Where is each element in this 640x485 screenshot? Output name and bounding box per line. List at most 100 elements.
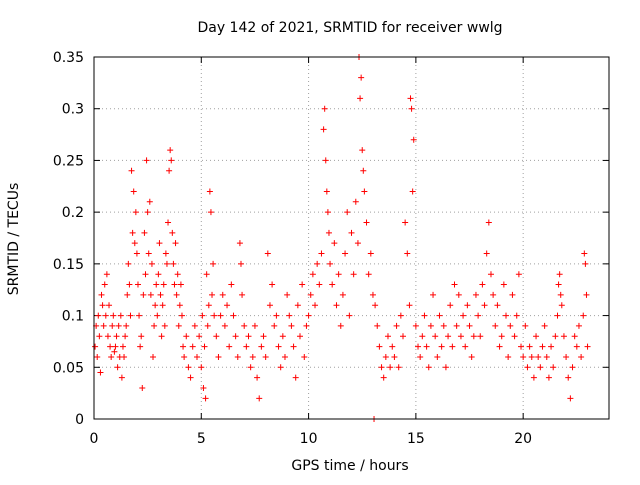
data-point xyxy=(376,343,383,350)
data-point xyxy=(321,105,328,112)
data-point xyxy=(560,333,567,340)
data-point xyxy=(408,105,415,112)
data-point xyxy=(148,260,155,267)
data-point xyxy=(158,333,165,340)
data-point xyxy=(260,333,267,340)
data-point xyxy=(187,374,194,381)
data-point xyxy=(548,343,555,350)
data-point xyxy=(393,322,400,329)
x-tick-label: 0 xyxy=(90,431,99,447)
data-point xyxy=(582,260,589,267)
data-point xyxy=(226,343,233,350)
data-point xyxy=(269,281,276,288)
data-point xyxy=(432,333,439,340)
data-point xyxy=(299,281,306,288)
data-point xyxy=(470,333,477,340)
data-point xyxy=(124,291,131,298)
data-point xyxy=(210,260,217,267)
data-point xyxy=(550,364,557,371)
data-point xyxy=(402,219,409,226)
data-point xyxy=(178,312,185,319)
data-point xyxy=(580,312,587,319)
data-point xyxy=(132,209,139,216)
data-point xyxy=(174,271,181,278)
data-point xyxy=(213,333,220,340)
data-point xyxy=(200,384,207,391)
data-point xyxy=(167,147,174,154)
data-point xyxy=(113,333,120,340)
data-point xyxy=(181,353,188,360)
data-point xyxy=(126,281,133,288)
data-point xyxy=(165,219,172,226)
data-point xyxy=(104,333,111,340)
data-point xyxy=(567,395,574,402)
data-point xyxy=(183,333,190,340)
data-point xyxy=(322,157,329,164)
data-point xyxy=(494,302,501,309)
data-point xyxy=(271,322,278,329)
data-point xyxy=(498,333,505,340)
data-point xyxy=(359,147,366,154)
data-point xyxy=(162,250,169,257)
data-point xyxy=(202,395,209,402)
y-axis-label: SRMTID / TECUs xyxy=(6,183,22,296)
data-point xyxy=(430,291,437,298)
data-point xyxy=(543,353,550,360)
data-point xyxy=(297,333,303,340)
data-point xyxy=(106,302,113,309)
data-point xyxy=(251,322,258,329)
data-point xyxy=(142,271,149,278)
data-point xyxy=(249,353,256,360)
data-point xyxy=(395,364,402,371)
data-point xyxy=(500,281,507,288)
data-point xyxy=(281,353,288,360)
data-point xyxy=(168,157,175,164)
data-point xyxy=(397,312,404,319)
data-point xyxy=(557,291,564,298)
data-point xyxy=(552,333,559,340)
data-point xyxy=(204,322,211,329)
data-point xyxy=(374,322,381,329)
data-point xyxy=(555,281,562,288)
data-point xyxy=(129,229,136,236)
data-point xyxy=(522,322,529,329)
data-point xyxy=(228,281,235,288)
data-point xyxy=(464,302,471,309)
data-point xyxy=(117,312,124,319)
data-point xyxy=(211,312,218,319)
data-point xyxy=(556,271,563,278)
data-point xyxy=(94,353,101,360)
x-tick-label: 15 xyxy=(407,431,425,447)
data-point xyxy=(98,291,105,298)
data-point xyxy=(152,302,159,309)
data-point xyxy=(294,302,301,309)
data-point xyxy=(324,209,331,216)
data-point xyxy=(301,353,308,360)
data-point xyxy=(436,312,443,319)
data-point xyxy=(305,312,312,319)
data-point xyxy=(201,343,208,350)
data-point xyxy=(185,364,192,371)
data-point xyxy=(290,343,297,350)
data-point xyxy=(421,312,428,319)
data-point xyxy=(194,353,200,360)
data-point xyxy=(323,188,330,195)
data-point xyxy=(119,343,126,350)
data-point xyxy=(520,353,527,360)
data-point xyxy=(369,291,376,298)
data-point xyxy=(447,302,454,309)
data-point xyxy=(273,312,280,319)
data-point xyxy=(258,343,265,350)
data-point xyxy=(107,343,114,350)
data-point xyxy=(541,322,548,329)
data-point xyxy=(535,353,542,360)
data-point xyxy=(121,353,128,360)
data-point xyxy=(146,198,153,205)
data-point xyxy=(507,322,514,329)
data-point xyxy=(125,260,132,267)
data-point xyxy=(524,364,531,371)
data-point xyxy=(224,302,231,309)
data-point xyxy=(154,312,161,319)
data-point xyxy=(307,291,314,298)
